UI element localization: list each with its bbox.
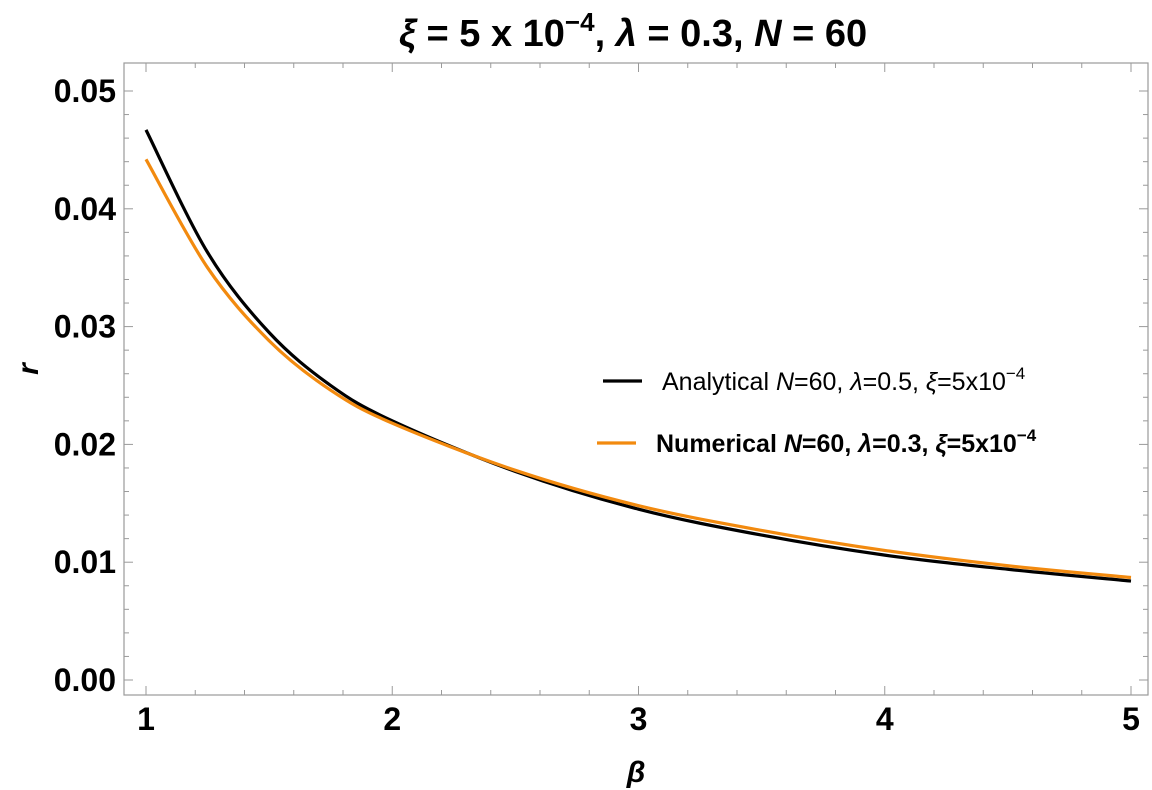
title-separator-1: , bbox=[595, 13, 616, 55]
legend-analytical-lambda-value: =0.5, bbox=[863, 368, 926, 396]
x-axis-ticks bbox=[145, 63, 1132, 695]
title-separator-2: , bbox=[733, 13, 754, 55]
legend-entry-analytical: Analytical N=60, λ=0.5, ξ=5x10−4 bbox=[662, 364, 1025, 396]
title-lambda-symbol: λ bbox=[614, 13, 637, 55]
x-axis-tick-labels: 1 2 3 4 5 bbox=[137, 701, 1140, 737]
legend-numerical-xi-exponent: −4 bbox=[1017, 426, 1037, 445]
y-tick-label: 0.03 bbox=[54, 309, 116, 345]
legend-analytical-xi-value: =5x10 bbox=[937, 368, 1006, 396]
legend-numerical-n-value: =60, bbox=[802, 430, 858, 458]
x-tick-label: 5 bbox=[1122, 701, 1140, 737]
legend-analytical-xi-exponent: −4 bbox=[1006, 364, 1025, 383]
y-axis-label: r bbox=[12, 361, 45, 375]
legend-analytical-xi-symbol: ξ bbox=[926, 368, 939, 396]
chart-title: ξ = 5 x 10−4, λ = 0.3, N = 60 bbox=[399, 7, 867, 55]
title-n-value: = 60 bbox=[782, 13, 868, 55]
legend-numerical-xi-symbol: ξ bbox=[935, 430, 948, 458]
x-tick-label: 3 bbox=[630, 701, 648, 737]
legend-analytical-n-symbol: N bbox=[776, 368, 795, 396]
y-tick-label: 0.02 bbox=[54, 426, 116, 462]
legend: Analytical N=60, λ=0.5, ξ=5x10−4 Numeric… bbox=[597, 364, 1037, 458]
x-tick-label: 2 bbox=[383, 701, 401, 737]
legend-numerical-prefix: Numerical bbox=[656, 430, 784, 458]
title-xi-value: = 5 x 10 bbox=[416, 13, 565, 55]
y-axis-tick-labels: 0.00 0.01 0.02 0.03 0.04 0.05 bbox=[54, 73, 116, 698]
x-tick-label: 1 bbox=[137, 701, 155, 737]
legend-analytical-prefix: Analytical bbox=[662, 368, 776, 396]
title-xi-exponent: −4 bbox=[565, 7, 595, 37]
legend-numerical-n-symbol: N bbox=[784, 430, 803, 458]
legend-analytical-n-value: =60, bbox=[794, 368, 850, 396]
legend-analytical-lambda-symbol: λ bbox=[848, 368, 862, 396]
y-tick-label: 0.01 bbox=[54, 544, 116, 580]
legend-numerical-xi-value: =5x10 bbox=[947, 430, 1017, 458]
legend-numerical-lambda-symbol: λ bbox=[856, 430, 872, 458]
plot-frame bbox=[123, 62, 1149, 696]
x-axis-label: β bbox=[626, 756, 646, 789]
y-tick-label: 0.05 bbox=[54, 73, 116, 109]
x-tick-label: 4 bbox=[876, 701, 894, 737]
title-n-symbol: N bbox=[754, 13, 783, 55]
y-tick-label: 0.00 bbox=[54, 662, 116, 698]
series-line-analytical bbox=[144, 129, 1132, 583]
title-xi-symbol: ξ bbox=[399, 13, 418, 55]
y-tick-label: 0.04 bbox=[54, 191, 116, 227]
series-line-numerical bbox=[144, 158, 1132, 580]
title-lambda-value: = 0.3 bbox=[637, 13, 733, 55]
legend-numerical-lambda-value: =0.3, bbox=[872, 430, 935, 458]
legend-entry-numerical: Numerical N=60, λ=0.3, ξ=5x10−4 bbox=[656, 426, 1037, 458]
y-axis-ticks bbox=[124, 90, 1148, 681]
